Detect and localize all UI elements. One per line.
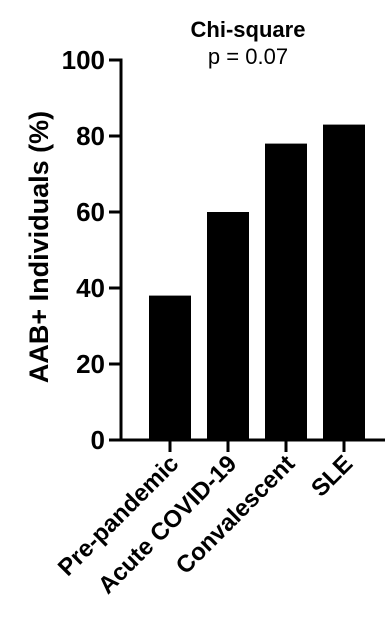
y-tick-label-60: 60 bbox=[76, 197, 105, 227]
p-value-label: p = 0.07 bbox=[208, 44, 288, 69]
y-tick-label-40: 40 bbox=[76, 273, 105, 303]
chi-square-heading: Chi-square bbox=[191, 17, 306, 42]
y-tick-label-80: 80 bbox=[76, 121, 105, 151]
y-tick-label-20: 20 bbox=[76, 349, 105, 379]
bar-sle bbox=[323, 124, 365, 440]
bar-pre-pandemic bbox=[149, 295, 191, 440]
y-axis-labels: 0 20 40 60 80 100 bbox=[62, 45, 105, 455]
x-tick-label-sle: SLE bbox=[306, 450, 358, 502]
y-axis-title: AAB+ Individuals (%) bbox=[24, 111, 54, 383]
y-tick-label-100: 100 bbox=[62, 45, 105, 75]
plot-area bbox=[109, 58, 385, 452]
y-tick-label-0: 0 bbox=[91, 425, 105, 455]
bar-acute-covid-19 bbox=[207, 212, 249, 440]
bar-convalescent bbox=[265, 143, 307, 440]
